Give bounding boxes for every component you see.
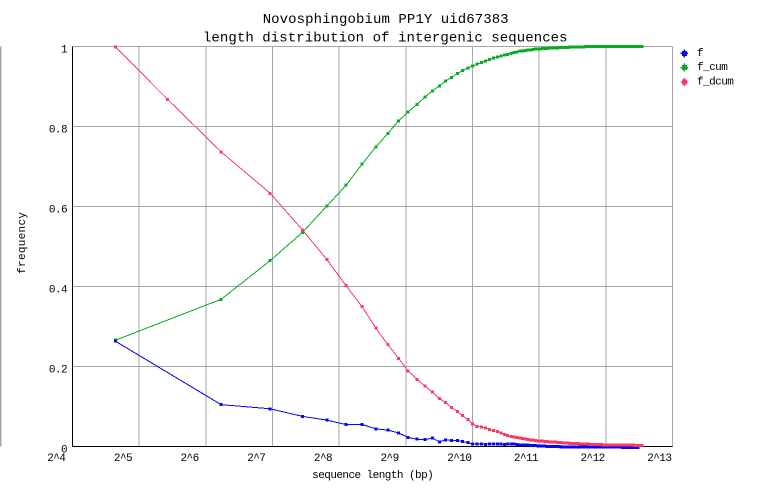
svg-text:f_dcum: f_dcum [697,77,734,89]
svg-text:2^12: 2^12 [581,453,605,465]
svg-text:0: 0 [61,445,67,457]
svg-text:0.8: 0.8 [49,125,67,137]
svg-text:sequence length (bp): sequence length (bp) [312,470,433,482]
svg-text:frequency: frequency [17,212,29,274]
svg-text:2^5: 2^5 [114,453,132,465]
svg-text:2^8: 2^8 [314,453,332,465]
svg-text:2^9: 2^9 [381,453,399,465]
svg-text:Novosphingobium PP1Y uid67383: Novosphingobium PP1Y uid67383 [263,12,509,28]
svg-text:f_cum: f_cum [697,62,728,74]
svg-text:2^13: 2^13 [647,453,671,465]
svg-text:0.2: 0.2 [49,365,67,377]
svg-text:2^4: 2^4 [47,453,66,465]
svg-text:length distribution of interge: length distribution of intergenic sequen… [203,31,568,47]
svg-text:0.6: 0.6 [49,205,67,217]
svg-text:2^11: 2^11 [514,453,539,465]
svg-text:f: f [697,48,703,60]
svg-text:2^10: 2^10 [447,453,471,465]
svg-text:1: 1 [61,45,68,57]
svg-text:2^7: 2^7 [247,453,265,465]
svg-text:0.4: 0.4 [49,285,68,297]
svg-text:2^6: 2^6 [181,453,199,465]
